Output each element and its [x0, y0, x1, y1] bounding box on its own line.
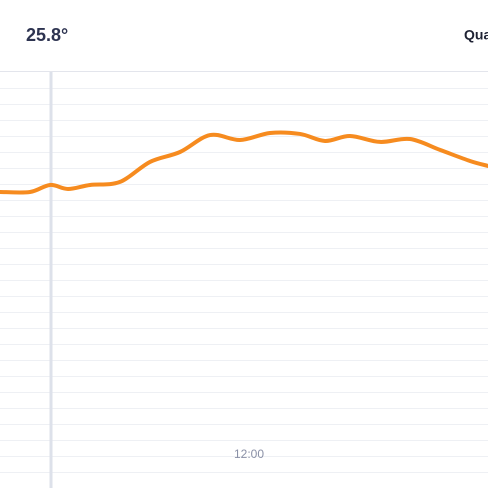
- current-reading: 25.8°: [26, 25, 68, 45]
- plot: 12:00: [0, 72, 488, 488]
- x-tick-label: 12:00: [234, 447, 264, 461]
- tab-label[interactable]: Qua: [464, 27, 488, 43]
- data-line: [0, 130, 488, 195]
